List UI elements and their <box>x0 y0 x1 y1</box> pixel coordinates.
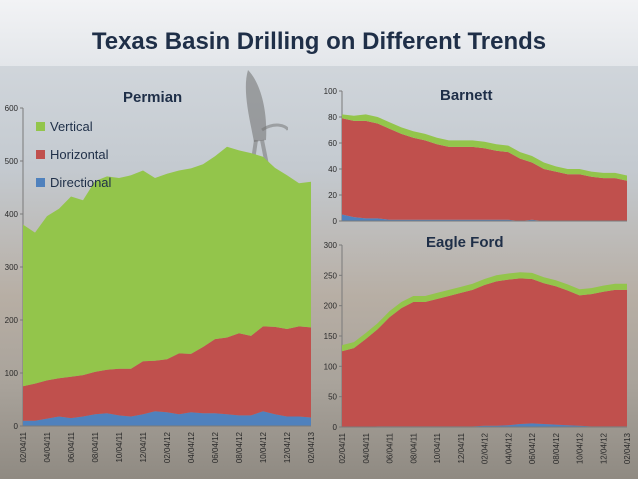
eagle-ford-y-tick-label: 150 <box>324 332 338 341</box>
permian-area-vertical <box>23 146 311 387</box>
permian-x-tick-label: 02/04/11 <box>19 431 28 462</box>
permian-area-directional <box>23 411 311 426</box>
barnett-area-vertical <box>342 114 627 181</box>
eagle-ford-title: Eagle Ford <box>426 234 504 251</box>
eagle-ford-x-tick-label: 02/04/11 <box>338 432 347 463</box>
legend-swatch-horizontal <box>36 149 45 159</box>
legend-label-vertical: Vertical <box>50 118 93 134</box>
permian-x-tick-label: 12/04/11 <box>139 431 148 462</box>
permian-x-tick-label: 08/04/11 <box>91 431 100 462</box>
eagle-ford-x-tick-label: 02/04/12 <box>481 432 490 464</box>
eagle-ford-area-directional <box>342 423 627 427</box>
legend-item-directional: Directional <box>36 168 111 196</box>
eagle-ford-x-tick-label: 08/04/12 <box>552 432 561 464</box>
permian-y-tick-label: 300 <box>5 263 19 272</box>
page-title: Texas Basin Drilling on Different Trends <box>91 28 547 55</box>
legend-swatch-vertical <box>36 121 45 131</box>
permian-area-horizontal <box>23 326 311 421</box>
eagle-ford-x-tick-label: 06/04/11 <box>386 432 395 463</box>
permian-x-tick-label: 06/04/11 <box>67 431 76 462</box>
barnett-y-tick-label: 40 <box>328 165 337 174</box>
permian-x-tick-label: 10/04/12 <box>259 431 268 463</box>
eagle-ford-y-tick-label: 200 <box>324 302 338 311</box>
barnett-chart: 0 20 40 60 80 100 Barnett <box>318 84 638 234</box>
eagle-ford-y-tick-label: 50 <box>328 393 337 402</box>
permian-chart: 0 100 200 300 400 500 600 02/04/11 04/04/11 06/04… <box>0 84 320 479</box>
permian-y-tick-label: 0 <box>14 422 19 431</box>
eagle-ford-x-tick-label: 08/04/11 <box>409 432 418 463</box>
eagle-ford-y-tick-label: 300 <box>324 241 338 250</box>
eagle-ford-area-horizontal <box>342 278 627 427</box>
barnett-y-tick-label: 20 <box>328 191 337 200</box>
barnett-y-tick-label: 60 <box>328 139 337 148</box>
eagle-ford-y-tick-label: 100 <box>324 362 338 371</box>
eagle-ford-y-tick-label: 250 <box>324 271 338 280</box>
permian-y-tick-label: 200 <box>5 316 19 325</box>
permian-x-tick-label: 08/04/12 <box>235 431 244 463</box>
permian-y-tick-label: 400 <box>5 210 19 219</box>
legend-item-horizontal: Horizontal <box>36 140 111 168</box>
permian-x-tick-label: 02/04/12 <box>163 431 172 463</box>
permian-title: Permian <box>123 89 183 106</box>
permian-x-tick-label: 10/04/11 <box>115 431 124 462</box>
eagle-ford-x-tick-label: 10/04/12 <box>576 432 585 464</box>
permian-x-tick-label: 04/04/12 <box>187 431 196 463</box>
barnett-chart-svg: 0 20 40 60 80 100 <box>324 87 627 226</box>
legend-label-directional: Directional <box>50 174 112 190</box>
barnett-y-tick-label: 0 <box>333 217 338 226</box>
barnett-title: Barnett <box>440 87 493 104</box>
eagle-ford-chart: 0 50 100 150 200 250 300 02/04/11 04/04/11 06/04/… <box>318 234 638 479</box>
permian-chart-svg: 0 100 200 300 400 500 600 02/04/11 04/04/11 06/04… <box>5 104 316 463</box>
eagle-ford-x-tick-label: 04/04/11 <box>362 432 371 463</box>
legend-label-horizontal: Horizontal <box>50 146 109 162</box>
eagle-ford-x-tick-label: 12/04/11 <box>457 432 466 463</box>
permian-y-tick-label: 100 <box>5 369 19 378</box>
barnett-area-horizontal <box>342 118 627 221</box>
title-band <box>0 0 638 66</box>
legend-item-vertical: Vertical <box>36 112 111 140</box>
permian-x-tick-label: 12/04/12 <box>283 431 292 463</box>
barnett-y-tick-label: 100 <box>324 87 338 96</box>
eagle-ford-x-tick-label: 02/04/13 <box>623 432 632 464</box>
eagle-ford-y-tick-label: 0 <box>333 423 338 432</box>
barnett-y-tick-label: 80 <box>328 113 337 122</box>
permian-x-tick-label: 06/04/12 <box>211 431 220 463</box>
eagle-ford-x-tick-label: 12/04/12 <box>599 432 608 464</box>
eagle-ford-x-tick-label: 10/04/11 <box>433 432 442 463</box>
legend-swatch-directional <box>36 177 45 187</box>
permian-x-tick-label: 04/04/11 <box>43 431 52 462</box>
permian-x-tick-label: 02/04/13 <box>307 431 316 463</box>
permian-y-tick-label: 600 <box>5 104 19 113</box>
permian-y-tick-label: 500 <box>5 157 19 166</box>
legend: Vertical Horizontal Directional <box>36 112 111 196</box>
eagle-ford-x-tick-label: 04/04/12 <box>504 432 513 464</box>
eagle-ford-chart-svg: 0 50 100 150 200 250 300 02/04/11 04/04/11 06/04/… <box>324 241 632 464</box>
eagle-ford-x-tick-label: 06/04/12 <box>528 432 537 464</box>
